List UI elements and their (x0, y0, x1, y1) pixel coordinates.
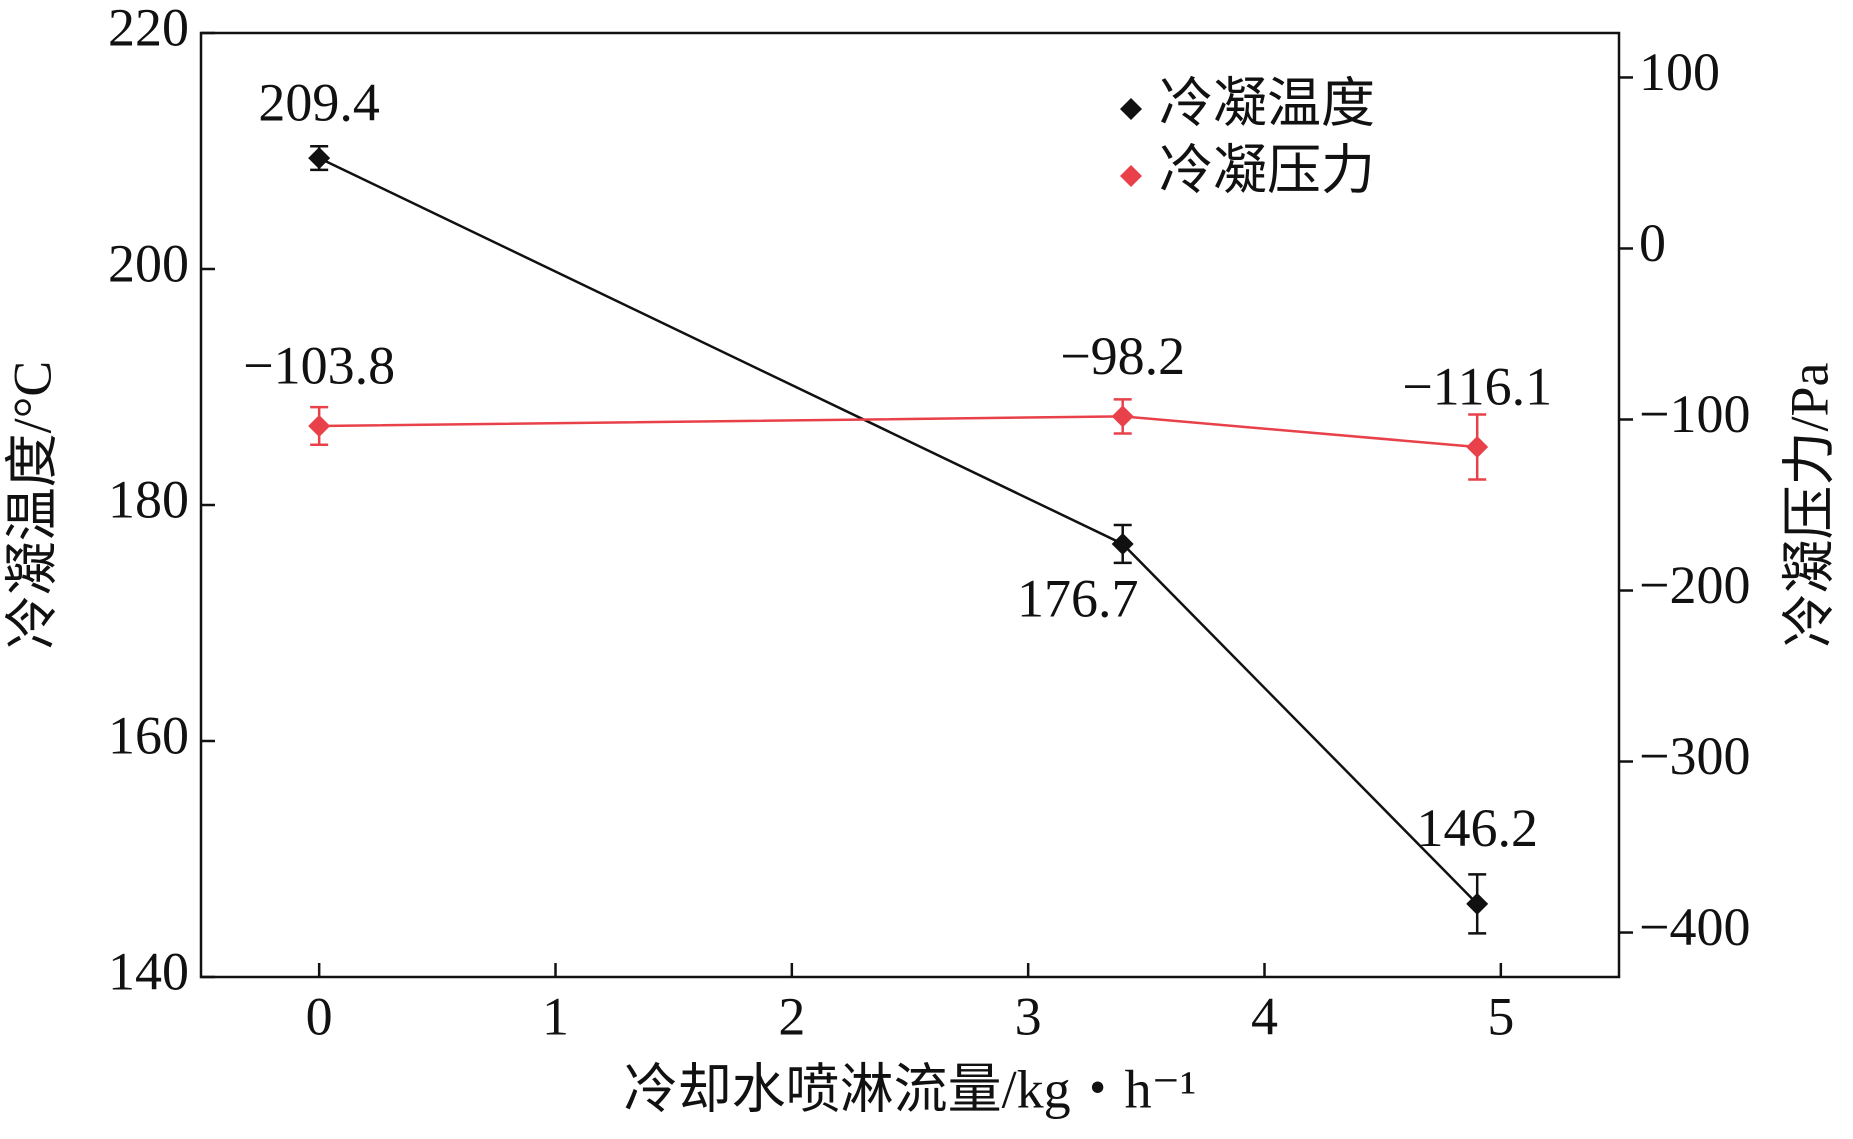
x-tick-label: 5 (1487, 986, 1514, 1046)
y-tick-label: 220 (108, 0, 189, 57)
y-tick-label: 180 (108, 469, 189, 529)
y2-tick-label: 0 (1639, 213, 1666, 273)
legend-marker (1120, 98, 1142, 120)
plot-frame (199, 31, 1621, 979)
y-axis-title: 冷凝温度/°C (2, 361, 62, 650)
marker (308, 414, 331, 437)
x-tick-label: 1 (542, 986, 569, 1046)
y2-tick-label: 100 (1639, 42, 1720, 102)
data-label: 146.2 (1416, 798, 1538, 858)
x-tick-label: 4 (1251, 986, 1278, 1046)
marker (1466, 892, 1489, 915)
marker (308, 147, 331, 170)
y2-axis-title: 冷凝压力/Pa (1779, 362, 1839, 647)
y-tick-label: 140 (108, 941, 189, 1001)
data-label: −98.2 (1060, 326, 1185, 386)
x-tick-label: 2 (778, 986, 805, 1046)
y2-tick-label: −200 (1639, 555, 1750, 615)
marker (1466, 436, 1489, 459)
x-tick-label: 0 (306, 986, 333, 1046)
data-label: −103.8 (243, 335, 395, 395)
y-tick-label: 200 (108, 233, 189, 293)
legend-label: 冷凝压力 (1159, 140, 1375, 200)
marker (1111, 405, 1134, 428)
series-line (319, 415, 1478, 449)
y2-tick-label: −400 (1639, 897, 1750, 957)
data-label: 209.4 (258, 72, 380, 132)
data-label: 176.7 (1017, 568, 1139, 628)
series-line (318, 156, 1479, 905)
legend-marker (1120, 165, 1142, 187)
y2-tick-label: −100 (1639, 384, 1750, 444)
legend-label: 冷凝温度 (1159, 73, 1375, 133)
x-axis-title: 冷却水喷淋流量/kg・h⁻¹ (624, 1059, 1197, 1119)
y-tick-label: 160 (108, 705, 189, 765)
x-tick-label: 3 (1015, 986, 1042, 1046)
marker (1111, 532, 1134, 555)
y2-tick-label: −300 (1639, 726, 1750, 786)
data-label: −116.1 (1402, 356, 1552, 416)
